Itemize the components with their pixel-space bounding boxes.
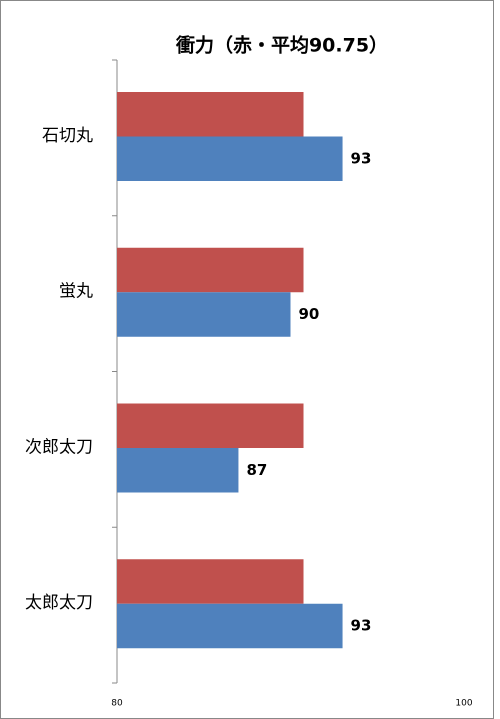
bar [117, 92, 304, 137]
bar [117, 292, 291, 337]
y-tick-label: 石切丸 [42, 126, 93, 146]
bar [117, 247, 304, 293]
data-label: 93 [351, 617, 372, 635]
y-tick-label: 蛍丸 [59, 282, 93, 302]
x-tick-label: 100 [455, 699, 472, 709]
bar [117, 559, 304, 604]
data-label: 93 [351, 149, 372, 167]
bar [117, 448, 239, 493]
chart-title: 衝力（赤・平均90.75） [175, 34, 388, 57]
data-label: 90 [299, 305, 320, 323]
bar [117, 136, 343, 181]
x-tick-label: 80 [111, 699, 123, 709]
y-tick-label: 次郎太刀 [25, 437, 93, 457]
bar [117, 403, 304, 448]
bar [117, 603, 343, 649]
y-tick-label: 太郎太刀 [25, 593, 93, 613]
data-label: 87 [246, 461, 267, 479]
